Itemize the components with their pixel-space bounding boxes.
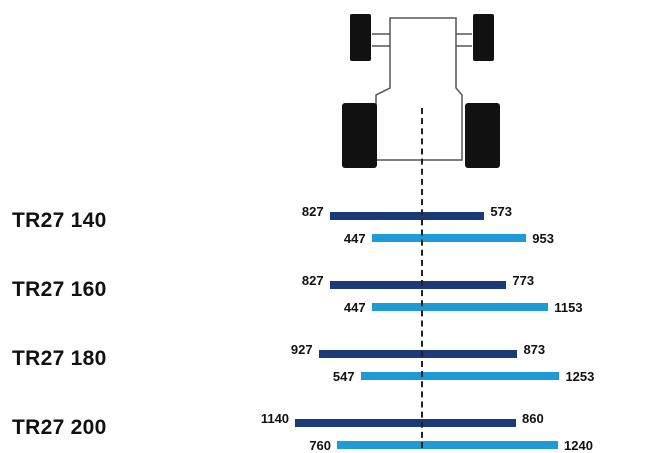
light-left-value: 447 — [343, 231, 366, 246]
dark-right-value: 773 — [512, 273, 535, 288]
light-bar — [371, 303, 549, 311]
light-left-value: 760 — [309, 438, 332, 453]
dark-right-value: 873 — [523, 342, 546, 357]
dark-bar — [318, 350, 518, 358]
light-bar — [360, 372, 560, 380]
center-axis-dashed-line — [421, 108, 423, 448]
dark-left-value: 827 — [301, 273, 324, 288]
dark-right-value: 573 — [490, 204, 513, 219]
dark-bar — [329, 212, 485, 220]
dark-left-value: 927 — [290, 342, 313, 357]
light-right-value: 1253 — [565, 369, 595, 384]
light-right-value: 1240 — [564, 438, 593, 453]
light-bar — [337, 441, 559, 449]
light-bar — [371, 234, 527, 242]
light-right-value: 953 — [532, 231, 554, 246]
light-left-value: 447 — [343, 300, 366, 315]
light-right-value: 1153 — [554, 300, 583, 315]
model-label: TR27 160 — [12, 278, 107, 301]
dark-left-value: 827 — [301, 204, 324, 219]
dark-left-value: 1140 — [260, 411, 290, 426]
model-label: TR27 200 — [12, 416, 107, 439]
model-label: TR27 180 — [12, 347, 107, 370]
light-left-value: 547 — [332, 369, 355, 384]
model-label: TR27 140 — [12, 209, 107, 232]
dark-right-value: 860 — [522, 411, 544, 426]
dark-bar — [295, 419, 517, 427]
dark-bar — [329, 281, 507, 289]
